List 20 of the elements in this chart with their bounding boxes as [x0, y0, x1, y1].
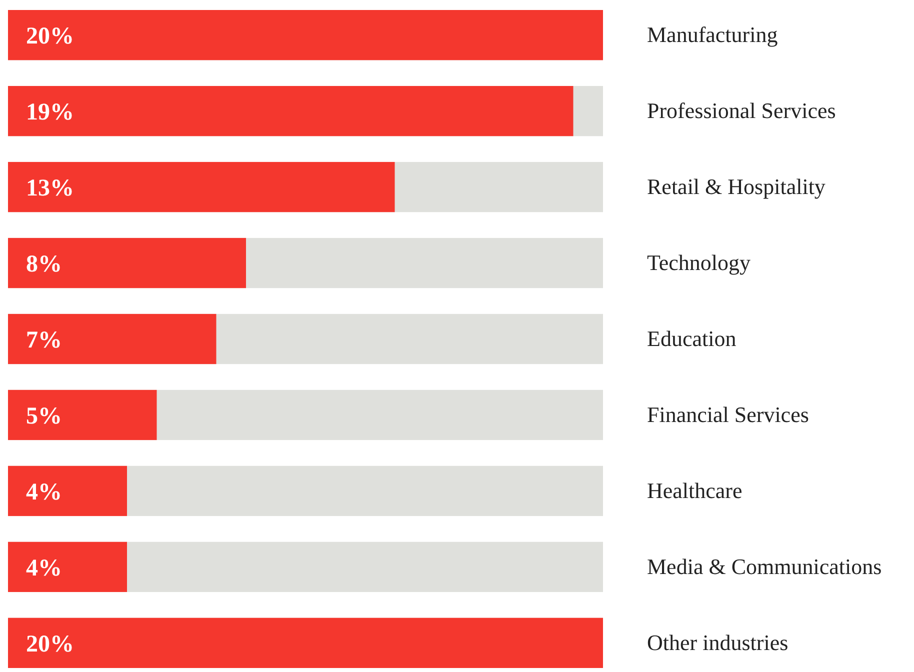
- data-label: 5%: [26, 403, 62, 430]
- y-tick-label: Education: [647, 326, 736, 352]
- bar: [8, 542, 127, 592]
- y-tick-label: Media & Communications: [647, 554, 882, 579]
- y-tick-label: Healthcare: [647, 478, 742, 504]
- y-tick-label: Retail & Hospitality: [647, 174, 826, 200]
- data-label: 13%: [26, 175, 74, 202]
- data-label: 20%: [26, 631, 74, 658]
- y-tick-label: Other industries: [647, 630, 788, 655]
- data-label: 8%: [26, 251, 62, 278]
- data-label: 19%: [26, 99, 74, 126]
- y-tick-label: Manufacturing: [647, 22, 778, 48]
- y-tick-label: Financial Services: [647, 402, 809, 428]
- bar: [8, 466, 127, 516]
- data-label: 20%: [26, 23, 74, 50]
- y-tick-label: Professional Services: [647, 98, 836, 124]
- y-tick-label: Technology: [647, 250, 751, 276]
- data-label: 4%: [26, 479, 62, 506]
- data-label: 4%: [26, 555, 62, 582]
- data-label: 7%: [26, 327, 62, 354]
